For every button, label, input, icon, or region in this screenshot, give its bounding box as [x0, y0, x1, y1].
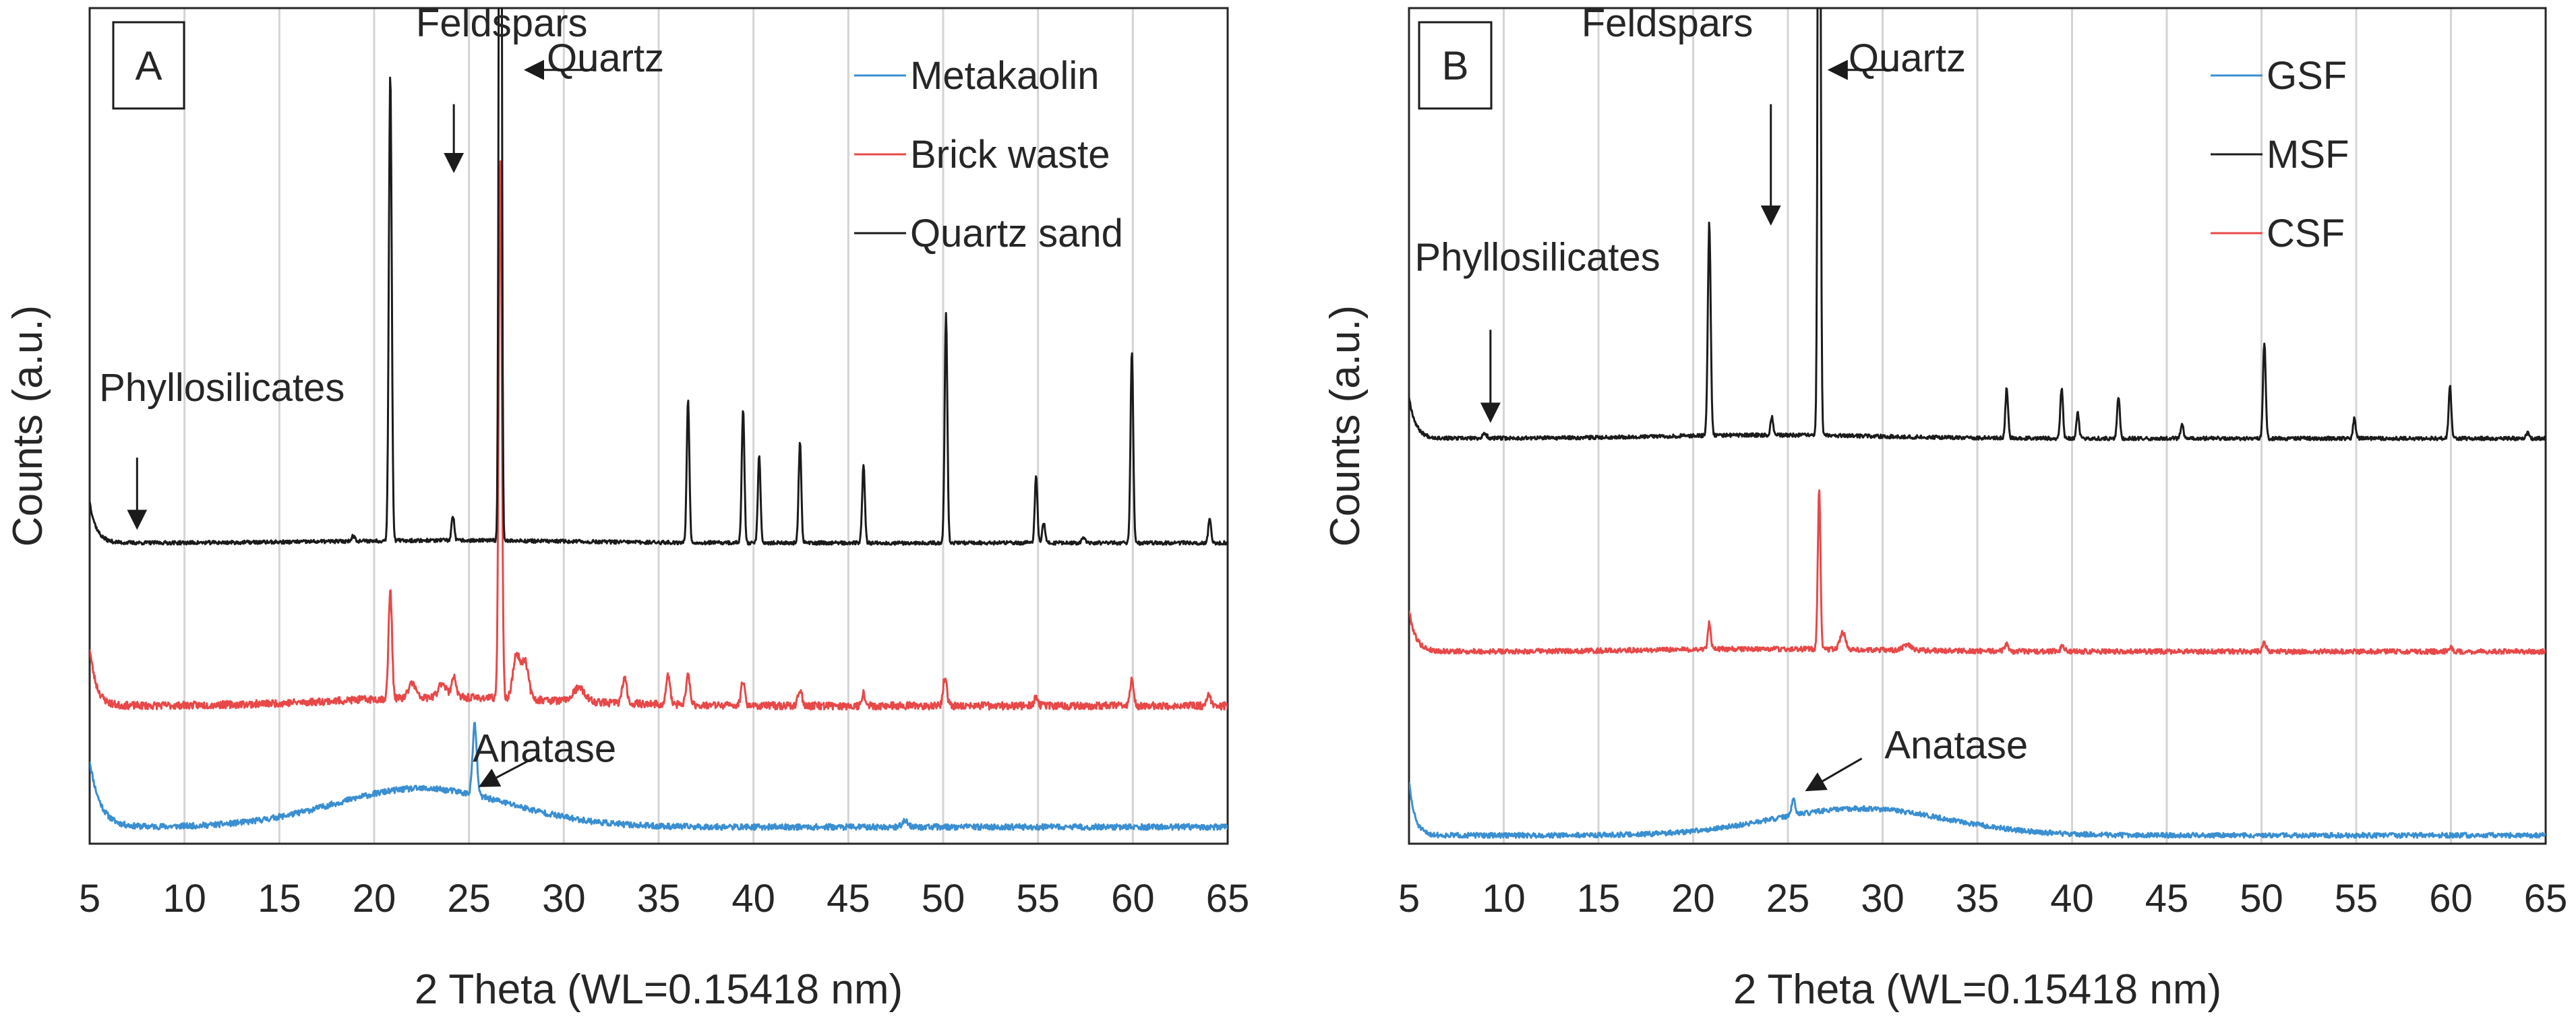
x-axis-title: 2 Theta (WL=0.15418 nm)	[415, 966, 903, 1013]
y-axis-title: Counts (a.u.)	[5, 305, 51, 547]
y-axis-title: Counts (a.u.)	[1322, 305, 1369, 547]
x-tick-label: 60	[2429, 877, 2473, 921]
x-tick-label: 20	[353, 877, 396, 921]
x-axis-ticks: 5 10 15 20 25 30 35 40 45 50 55 60 65	[79, 877, 1249, 921]
annotation-anatase: Anatase	[1884, 724, 2028, 768]
x-tick-label: 35	[1956, 877, 2000, 921]
annotation-arrow	[1805, 757, 1863, 792]
x-tick-label: 55	[1016, 877, 1060, 921]
series-line-gsf	[1409, 782, 2546, 839]
x-tick-label: 15	[258, 877, 301, 921]
panel-label: B	[1441, 43, 1468, 88]
legend: GSF MSF CSF	[2211, 54, 2349, 255]
legend-label: GSF	[2267, 54, 2347, 98]
series-line-metakaolin	[90, 722, 1228, 831]
x-tick-label: 60	[1111, 877, 1155, 921]
x-tick-label: 55	[2335, 877, 2378, 921]
x-tick-label: 45	[2145, 877, 2189, 921]
x-tick-label: 5	[1398, 877, 1420, 921]
legend-label: Metakaolin	[910, 54, 1099, 98]
annotation-quartz: Quartz	[547, 36, 664, 80]
x-tick-label: 25	[447, 877, 491, 921]
annotation-arrow	[478, 754, 540, 787]
x-tick-label: 30	[542, 877, 586, 921]
plot-area-frame	[1408, 7, 2547, 845]
legend: Metakaolin Brick waste Quartz sand	[854, 54, 1123, 255]
x-tick-label: 40	[2050, 877, 2094, 921]
panel-label: A	[135, 43, 162, 88]
x-tick-label: 65	[2524, 877, 2568, 921]
panel-label-box	[1418, 21, 1493, 110]
x-tick-label: 10	[1482, 877, 1526, 921]
annotation-feldspars: Feldspars	[1582, 1, 1754, 45]
x-tick-label: 65	[1206, 877, 1250, 921]
x-tick-label: 50	[2240, 877, 2283, 921]
x-axis-ticks: 5 10 15 20 25 30 35 40 45 50 55 60 65	[1398, 877, 2567, 921]
x-tick-label: 20	[1671, 877, 1715, 921]
x-tick-label: 40	[731, 877, 775, 921]
x-tick-label: 30	[1861, 877, 1905, 921]
panel-b: 5 10 15 20 25 30 35 40 45 50 55 60 65 2 Theta (WL=0.1…	[1322, 1, 2567, 1013]
x-tick-label: 10	[162, 877, 206, 921]
series-lines	[1409, 8, 2546, 839]
x-tick-label: 45	[827, 877, 870, 921]
legend-label: Quartz sand	[910, 212, 1123, 255]
annotation-quartz: Quartz	[1849, 36, 1966, 80]
series-lines	[90, 8, 1228, 831]
x-tick-label: 25	[1766, 877, 1810, 921]
annotation-phyllosilicates: Phyllosilicates	[1414, 235, 1660, 279]
annotation-phyllosilicates: Phyllosilicates	[99, 366, 345, 410]
x-tick-label: 5	[79, 877, 100, 921]
series-line-csf	[1409, 489, 2546, 655]
panel-a: 5 10 15 20 25 30 35 40 45 50 55 60 65 2 Theta (WL=0.1…	[5, 1, 1249, 1013]
x-tick-label: 15	[1577, 877, 1621, 921]
x-tick-label: 35	[637, 877, 681, 921]
series-line-msf	[1409, 8, 2546, 441]
legend-label: Brick waste	[910, 133, 1110, 177]
series-line-quartz-sand	[90, 8, 1228, 546]
plot-area-frame	[88, 7, 1229, 845]
annotation-feldspars: Feldspars	[416, 1, 588, 45]
x-axis-title: 2 Theta (WL=0.15418 nm)	[1733, 966, 2221, 1013]
annotations: Feldspars Quartz Phyllosilicates Anatase	[1414, 1, 2028, 792]
panel-label-box	[112, 21, 185, 110]
legend-label: MSF	[2267, 133, 2349, 177]
series-line-brick-waste	[90, 160, 1228, 711]
legend-label: CSF	[2267, 212, 2345, 255]
x-tick-label: 50	[922, 877, 965, 921]
annotation-anatase: Anatase	[473, 726, 616, 770]
